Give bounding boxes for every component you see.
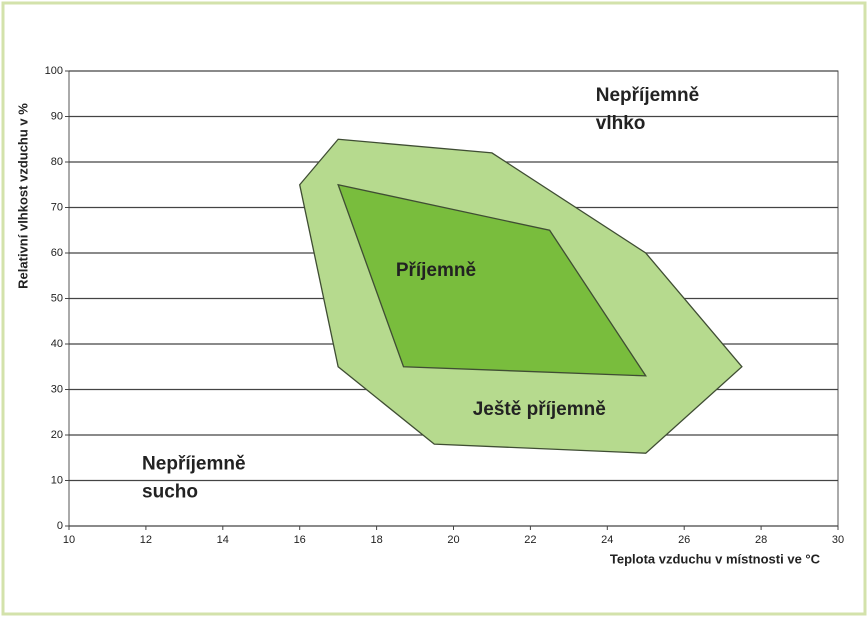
x-tick-label: 14 bbox=[217, 534, 229, 546]
annotation: Nepříjemně bbox=[142, 454, 245, 475]
zone-label: Ještě příjemně bbox=[473, 399, 606, 420]
x-tick-label: 28 bbox=[755, 534, 767, 546]
y-tick-label: 40 bbox=[51, 338, 63, 350]
y-tick-label: 30 bbox=[51, 383, 63, 395]
x-tick-label: 18 bbox=[370, 534, 382, 546]
x-tick-label: 10 bbox=[63, 534, 75, 546]
y-tick-label: 80 bbox=[51, 156, 63, 168]
x-tick-label: 12 bbox=[140, 534, 152, 546]
x-tick-label: 22 bbox=[524, 534, 536, 546]
y-tick-label: 90 bbox=[51, 110, 63, 122]
y-tick-label: 60 bbox=[51, 247, 63, 259]
zone-label: Příjemně bbox=[396, 260, 476, 281]
x-tick-label: 30 bbox=[832, 534, 844, 546]
y-tick-label: 70 bbox=[51, 201, 63, 213]
y-tick-label: 100 bbox=[45, 65, 63, 77]
y-tick-label: 0 bbox=[57, 520, 63, 532]
x-tick-label: 16 bbox=[294, 534, 306, 546]
annotation: vlhko bbox=[596, 113, 646, 134]
annotation: Nepříjemně bbox=[596, 85, 699, 106]
x-tick-label: 26 bbox=[678, 534, 690, 546]
zone-area bbox=[337, 183, 647, 377]
y-axis-label: Relativní vlhkost vzduchu v % bbox=[15, 103, 30, 289]
x-tick-label: 20 bbox=[447, 534, 459, 546]
x-axis-label: Teplota vzduchu v místnosti ve °C bbox=[610, 551, 821, 566]
y-tick-label: 50 bbox=[51, 292, 63, 304]
y-tick-label: 10 bbox=[51, 474, 63, 486]
annotation: sucho bbox=[142, 482, 198, 503]
y-tick-label: 20 bbox=[51, 429, 63, 441]
x-tick-label: 24 bbox=[601, 534, 613, 546]
